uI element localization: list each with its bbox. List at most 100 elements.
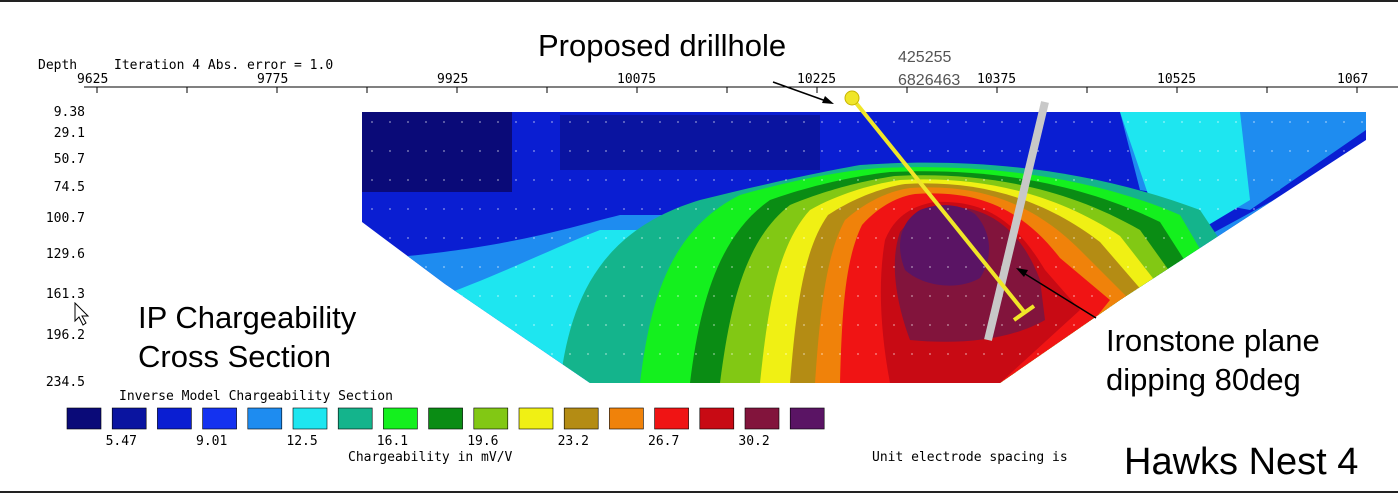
model-cell-dot (713, 353, 715, 355)
model-cell-dot (911, 150, 913, 152)
frame-top-border (0, 0, 1398, 2)
model-cell-dot (1289, 179, 1291, 181)
model-cell-dot (389, 295, 391, 297)
model-cell-dot (407, 208, 409, 210)
model-cell-dot (1001, 324, 1003, 326)
model-cell-dot (1073, 324, 1075, 326)
model-cell-dot (533, 150, 535, 152)
model-cell-dot (551, 208, 553, 210)
model-cell-dot (947, 353, 949, 355)
model-cell-dot (497, 121, 499, 123)
model-cell-dot (1091, 295, 1093, 297)
model-cell-dot (1037, 353, 1039, 355)
model-cell-dot (965, 266, 967, 268)
legend-label: 12.5 (286, 434, 317, 449)
model-cell-dot (461, 121, 463, 123)
model-cell-dot (659, 208, 661, 210)
model-cell-dot (641, 150, 643, 152)
model-cell-dot (893, 237, 895, 239)
model-cell-dot (551, 150, 553, 152)
model-cell-dot (371, 179, 373, 181)
model-cell-dot (947, 208, 949, 210)
model-cell-dot (1001, 208, 1003, 210)
model-cell-dot (1307, 237, 1309, 239)
model-cell-dot (1253, 150, 1255, 152)
legend-label: 23.2 (558, 434, 589, 449)
model-cell-dot (623, 295, 625, 297)
model-cell-dot (425, 295, 427, 297)
model-cell-dot (533, 208, 535, 210)
model-cell-dot (371, 237, 373, 239)
model-cell-dot (1271, 237, 1273, 239)
model-cell-dot (965, 295, 967, 297)
model-cell-dot (677, 324, 679, 326)
model-cell-dot (479, 237, 481, 239)
drillhole-collar (845, 91, 859, 105)
model-cell-dot (983, 208, 985, 210)
model-cell-dot (641, 324, 643, 326)
model-cell-dot (1181, 237, 1183, 239)
model-cell-dot (1145, 179, 1147, 181)
model-cell-dot (479, 179, 481, 181)
model-cell-dot (479, 295, 481, 297)
mouse-cursor-icon (74, 302, 90, 326)
x-tick-label: 10225 (797, 72, 836, 87)
model-cell-dot (911, 266, 913, 268)
model-cell-dot (1127, 208, 1129, 210)
model-cell-dot (461, 179, 463, 181)
model-cell-dot (605, 353, 607, 355)
model-cell-dot (1091, 266, 1093, 268)
model-cell-dot (1343, 150, 1345, 152)
model-cell-dot (1073, 150, 1075, 152)
model-cell-dot (551, 179, 553, 181)
model-cell-dot (533, 324, 535, 326)
model-cell-dot (371, 266, 373, 268)
model-cell-dot (587, 179, 589, 181)
model-cell-dot (389, 237, 391, 239)
model-cell-dot (605, 295, 607, 297)
model-cell-dot (875, 237, 877, 239)
model-cell-dot (1145, 237, 1147, 239)
model-cell-dot (731, 353, 733, 355)
model-cell-dot (1271, 295, 1273, 297)
model-cell-dot (983, 237, 985, 239)
model-cell-dot (1019, 150, 1021, 152)
drillhole-arrowhead (822, 96, 834, 104)
model-cell-dot (425, 353, 427, 355)
model-cell-dot (497, 150, 499, 152)
model-cell-dot (605, 237, 607, 239)
model-cell-dot (857, 295, 859, 297)
model-cell-dot (1199, 121, 1201, 123)
model-cell-dot (875, 295, 877, 297)
model-cell-dot (1181, 150, 1183, 152)
model-cell-dot (623, 266, 625, 268)
model-cell-dot (1001, 179, 1003, 181)
model-cell-dot (1217, 121, 1219, 123)
model-cell-dot (659, 179, 661, 181)
model-cell-dot (569, 353, 571, 355)
model-cell-dot (749, 295, 751, 297)
model-cell-dot (713, 150, 715, 152)
collar-easting: 425255 (898, 49, 951, 67)
legend-swatch (519, 408, 553, 429)
legend-swatch (383, 408, 417, 429)
model-cell-dot (1073, 266, 1075, 268)
model-cell-dot (1001, 353, 1003, 355)
model-cell-dot (371, 324, 373, 326)
model-cell-dot (461, 208, 463, 210)
model-cell-dot (695, 295, 697, 297)
model-cell-dot (893, 266, 895, 268)
model-cell-dot (929, 121, 931, 123)
model-cell-dot (1019, 266, 1021, 268)
legend-unit-label: Chargeability in mV/V (348, 450, 512, 465)
model-cell-dot (605, 121, 607, 123)
model-cell-dot (1091, 179, 1093, 181)
model-cell-dot (605, 179, 607, 181)
model-cell-dot (1253, 266, 1255, 268)
model-cell-dot (677, 150, 679, 152)
model-cell-dot (1235, 266, 1237, 268)
model-cell-dot (1019, 353, 1021, 355)
model-cell-dot (551, 121, 553, 123)
model-cell-dot (497, 208, 499, 210)
